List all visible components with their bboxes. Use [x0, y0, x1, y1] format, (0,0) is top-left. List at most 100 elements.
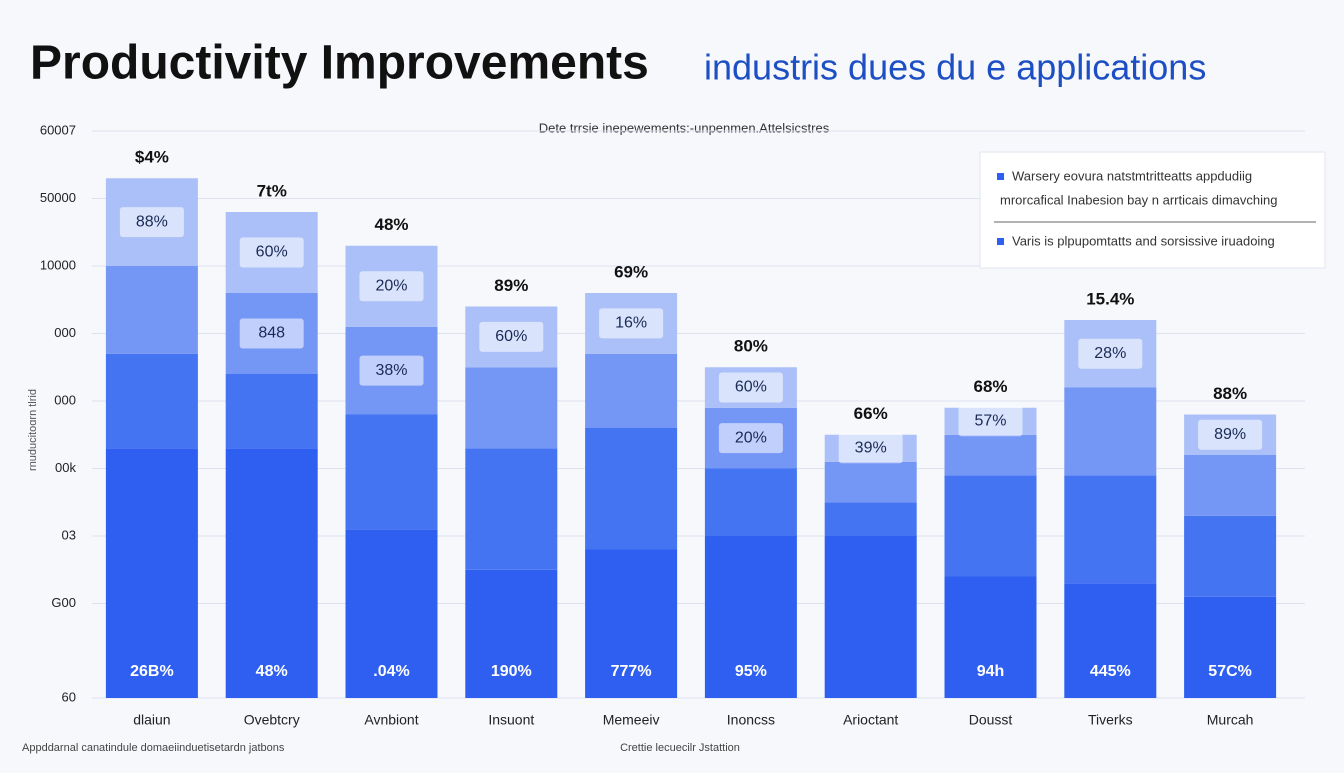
bar-segment — [105, 448, 198, 698]
bar-segment — [1064, 583, 1157, 698]
label-chip — [1078, 338, 1143, 369]
x-tick-label: dlaiun — [133, 712, 170, 728]
y-tick-label: 03 — [62, 527, 76, 542]
segment-label: 190% — [491, 663, 532, 680]
bar-segment — [585, 549, 678, 698]
bar-segment — [105, 266, 198, 354]
bar-segment — [585, 353, 678, 428]
segment-label: 38% — [375, 362, 407, 379]
label-chip — [239, 237, 304, 268]
legend-label: Warsery eovura natstmtritteatts appdudii… — [1012, 168, 1252, 183]
label-chip — [359, 271, 424, 302]
x-tick-label: Tiverks — [1088, 712, 1133, 728]
segment-label: 94h — [977, 663, 1005, 680]
chart-title-suffix: industris dues du e applications — [704, 47, 1206, 88]
segment-label: 89% — [1214, 426, 1246, 443]
legend-marker — [997, 173, 1004, 180]
legend: Warsery eovura natstmtritteatts appdudii… — [979, 151, 1326, 269]
label-chip — [958, 406, 1023, 437]
segment-label: 60% — [735, 379, 767, 396]
x-tick-label: Insuont — [488, 712, 534, 728]
label-chip — [718, 423, 783, 454]
y-tick-label: 00k — [55, 460, 76, 475]
legend-label: Varis is plpupomtatts and sorsissive iru… — [1012, 233, 1275, 248]
bar-segment — [824, 502, 917, 536]
bar-segment — [944, 434, 1037, 476]
y-tick-label: 000 — [54, 325, 76, 340]
bar-segment — [465, 448, 558, 570]
y-tick-label: 10000 — [40, 257, 76, 272]
segment-label: 28% — [1094, 345, 1126, 362]
bar-segment — [1184, 455, 1277, 516]
x-tick-label: Dousst — [969, 712, 1013, 728]
y-tick-label: G00 — [51, 595, 76, 610]
top-label: 68% — [973, 377, 1007, 396]
segment-label: 26B% — [130, 663, 174, 680]
segment-label: 60% — [256, 244, 288, 261]
segment-label: 777% — [611, 663, 652, 680]
x-tick-label: Avnbiont — [364, 712, 418, 728]
footnote: Crettie lecuecilr Jstattion — [620, 742, 740, 754]
bar-segment — [585, 428, 678, 550]
x-tick-label: Ovebtcry — [244, 712, 300, 728]
y-axis-label: rnuducitoɑrn tlrid — [27, 389, 39, 471]
top-label: 7t% — [257, 181, 287, 200]
bar-segment — [345, 529, 438, 698]
bar-segment — [1064, 475, 1157, 584]
segment-label: 16% — [615, 315, 647, 332]
label-chip — [1198, 419, 1263, 450]
chart-subtitle: Dete trrsie inepewements:-unpenmen.Attel… — [539, 120, 830, 135]
label-chip — [119, 207, 184, 238]
bar-segment — [944, 475, 1037, 577]
segment-label: 20% — [375, 277, 407, 294]
x-tick-label: Arioctant — [843, 712, 898, 728]
segment-label: 57% — [974, 412, 1006, 429]
top-label: 88% — [1213, 384, 1247, 403]
y-tick-label: 50000 — [40, 190, 76, 205]
y-tick-label: 60007 — [40, 122, 76, 137]
bar-segment — [225, 374, 318, 449]
x-tick-label: Murcah — [1207, 712, 1254, 728]
segment-label: 445% — [1090, 663, 1131, 680]
segment-label: 20% — [735, 429, 767, 446]
top-label: 89% — [494, 276, 528, 295]
top-label: 69% — [614, 262, 648, 281]
x-tick-label: Memeeiv — [603, 712, 660, 728]
bar-segment — [1184, 596, 1277, 698]
label-chip — [838, 433, 903, 464]
bar-segment — [1064, 387, 1157, 476]
bar-segment — [704, 536, 797, 698]
label-chip — [479, 321, 544, 352]
label-chip — [239, 318, 304, 349]
top-label: 48% — [374, 215, 408, 234]
bar-segment — [465, 569, 558, 698]
bar-segment — [824, 536, 917, 698]
segment-label: 48% — [256, 663, 288, 680]
y-tick-label: 60 — [62, 689, 76, 704]
bar-segment — [944, 576, 1037, 698]
segment-label: 88% — [136, 213, 168, 230]
top-label: 66% — [854, 404, 888, 423]
chart-title: Productivity Improvements — [30, 37, 649, 90]
bar-segment — [465, 367, 558, 449]
y-tick-label: 000 — [54, 392, 76, 407]
segment-label: 57C% — [1208, 663, 1252, 680]
footnote: Appddarnal canatindule domaeiinduetiseta… — [22, 742, 285, 754]
bar-segment — [1184, 515, 1277, 597]
x-tick-label: Inoncss — [727, 712, 775, 728]
label-chip — [359, 355, 424, 386]
segment-label: 95% — [735, 663, 767, 680]
segment-label: 848 — [258, 325, 285, 342]
bar-segment — [704, 468, 797, 536]
bar-segment — [824, 461, 917, 503]
legend-marker — [997, 238, 1004, 245]
segment-label: 60% — [495, 328, 527, 345]
top-label: 80% — [734, 337, 768, 356]
top-label: $4% — [135, 148, 169, 167]
segment-label: 39% — [855, 439, 887, 456]
top-label: 15.4% — [1086, 289, 1134, 308]
label-chip — [718, 372, 783, 403]
legend-label: mrorcafical Inabesion bay n arrticais di… — [1000, 192, 1277, 207]
